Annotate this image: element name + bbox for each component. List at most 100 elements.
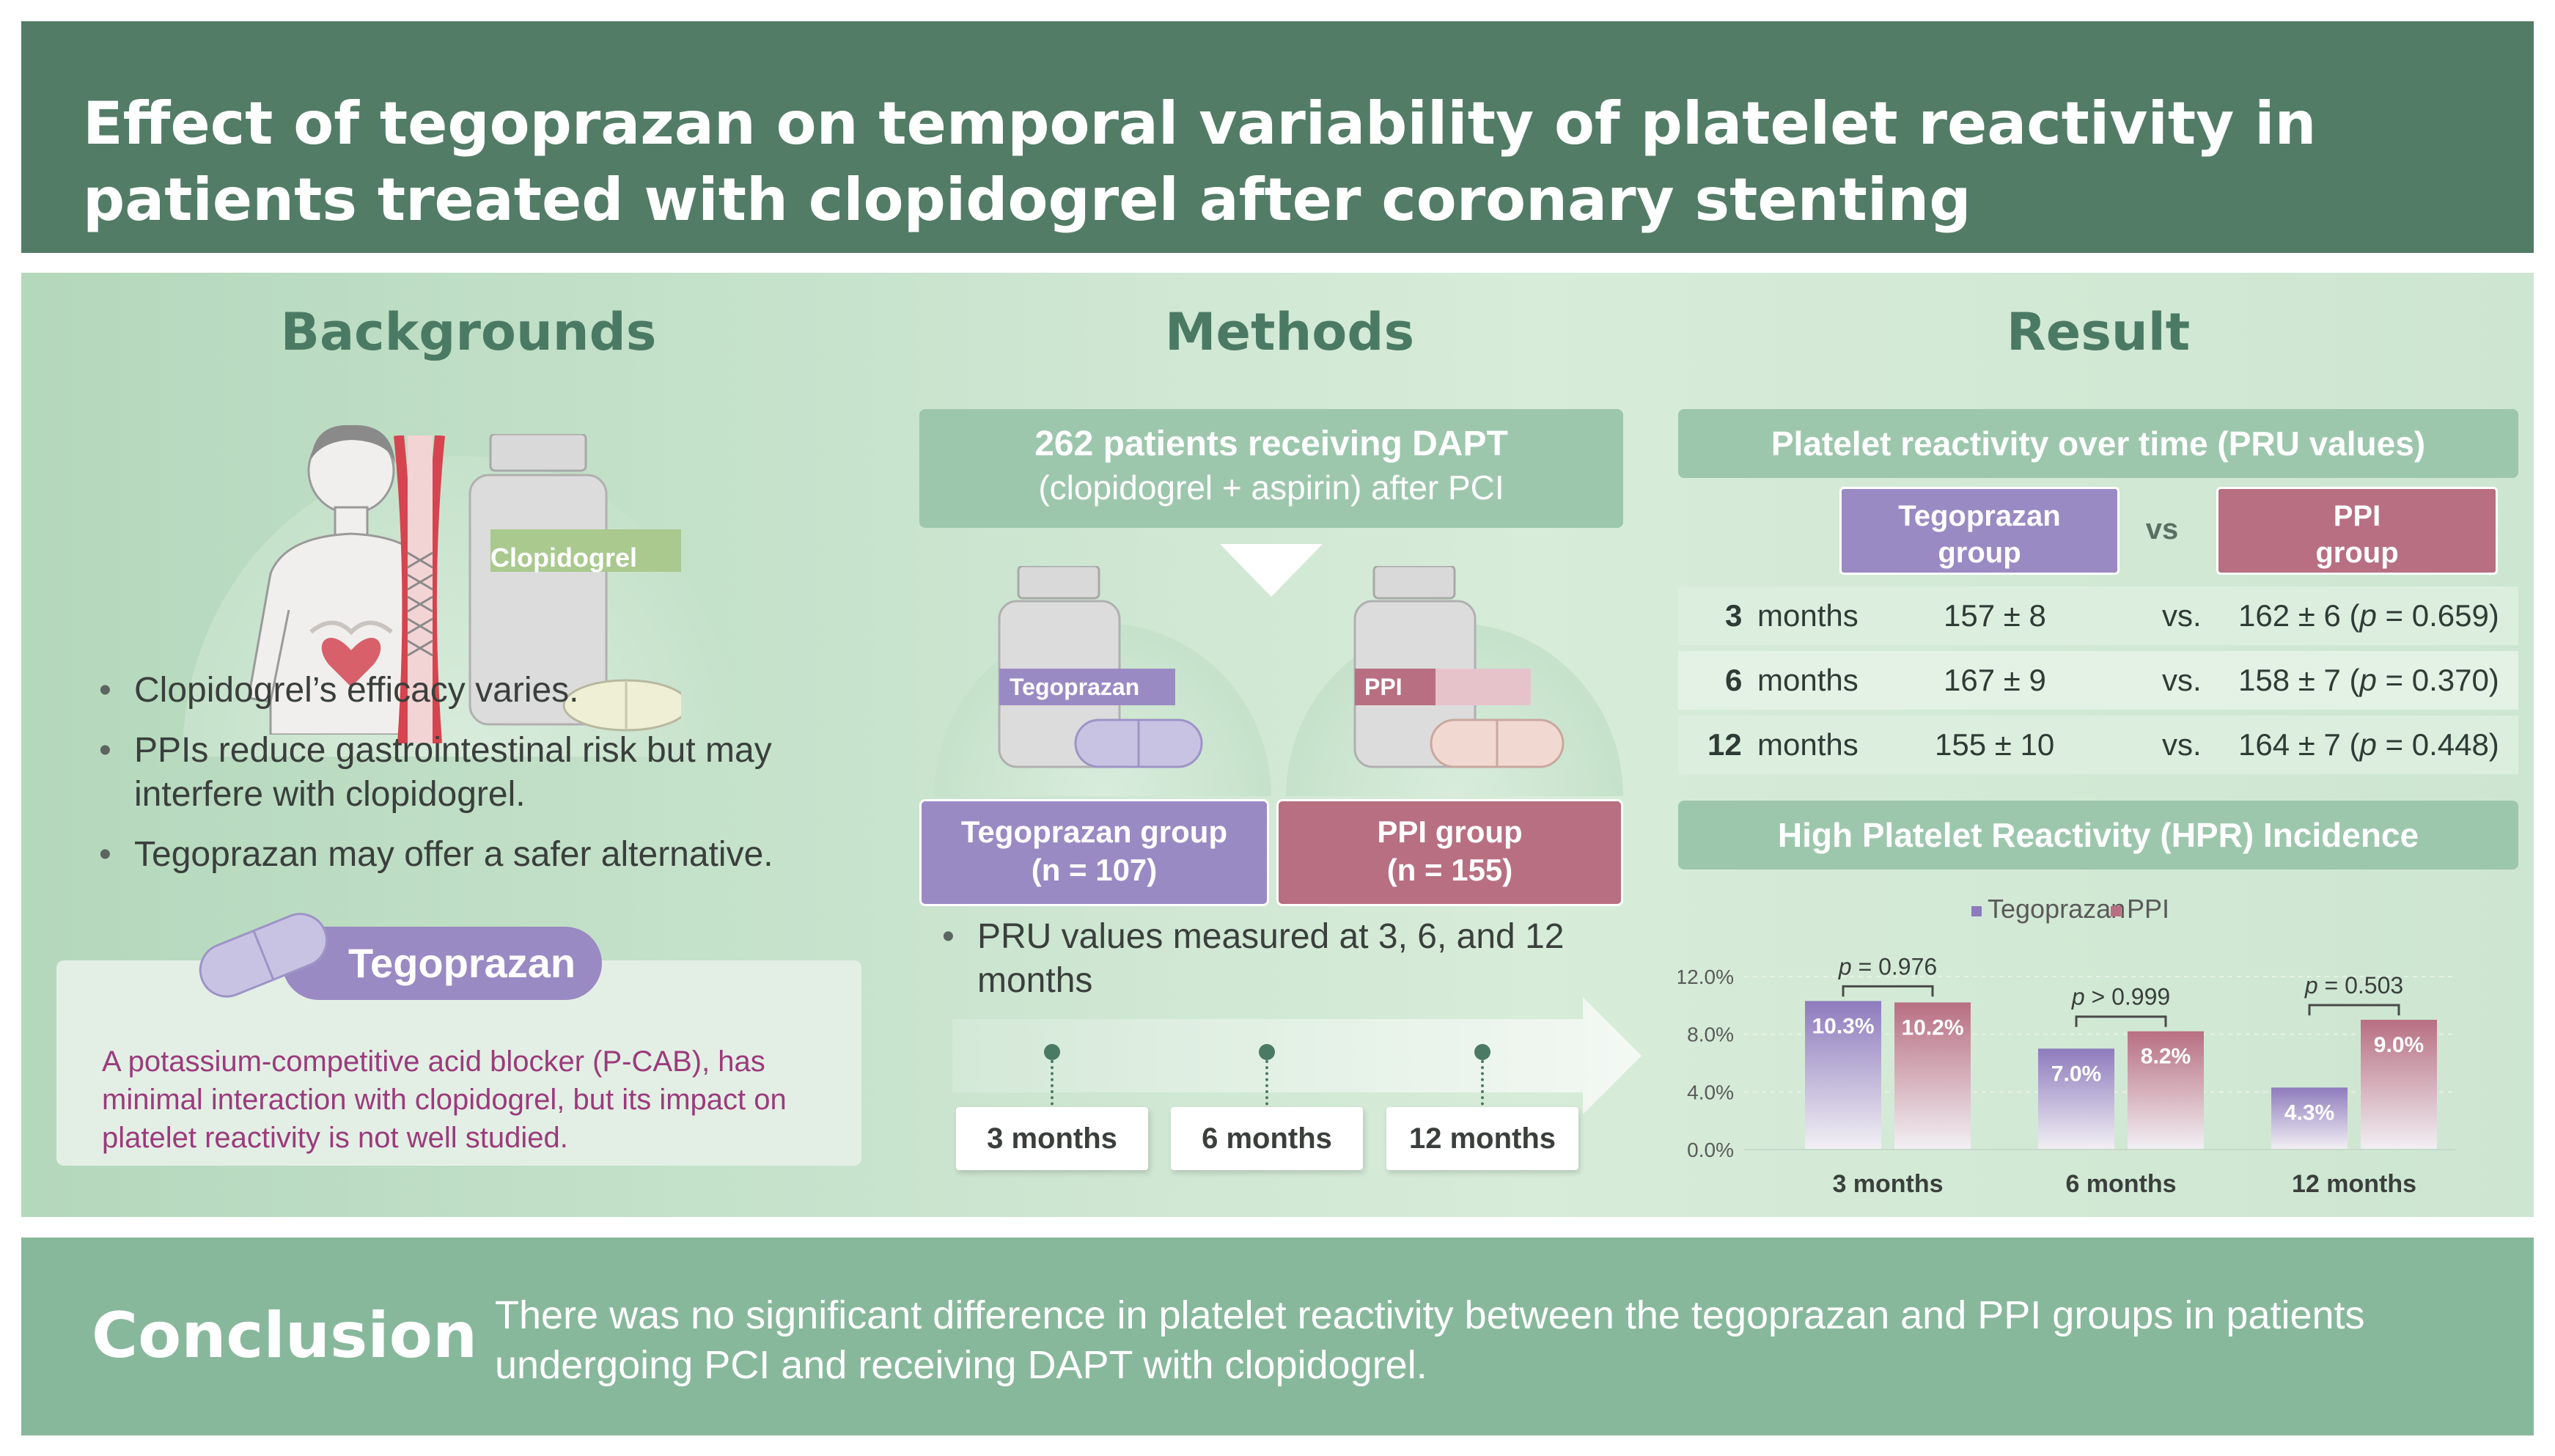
pru-row-ppi-text: 164 ± 7 ( — [2238, 727, 2360, 762]
pru-row-month-num: 3 — [1725, 598, 1743, 633]
tegoprazan-group-box: Tegoprazan group (n = 107) — [919, 799, 1269, 906]
pru-col-tegoprazan-line-2: group — [1938, 537, 2021, 569]
down-arrow-icon — [1220, 544, 1323, 597]
pru-row-vs: vs. — [2162, 663, 2202, 697]
tegoprazan-bottle-label: Tegoprazan — [1010, 674, 1140, 700]
ppi-group-count: (n = 155) — [1386, 853, 1513, 887]
pru-row-tegoprazan-value: 167 ± 9 — [1944, 663, 2046, 697]
legend-swatch — [2111, 906, 2121, 916]
x-category-label: 3 months — [1832, 1170, 1943, 1198]
pru-row-tegoprazan-value: 157 ± 8 — [1944, 598, 2046, 633]
timepoint-3-months: 3 months — [956, 1107, 1148, 1170]
hpr-title-box: High Platelet Reactivity (HPR) Incidence — [1678, 801, 2518, 869]
pru-row-ppi-text: 158 ± 7 ( — [2238, 663, 2360, 697]
hpr-bar — [2038, 1048, 2114, 1150]
p-value-bracket — [2075, 1015, 2167, 1027]
methods-bullets: PRU values measured at 3, 6, and 12 mont… — [938, 915, 1642, 1019]
p-value-bracket — [2308, 1004, 2400, 1015]
tegoprazan-group-count: (n = 107) — [1031, 853, 1158, 887]
pru-vs-label: vs — [2145, 513, 2179, 545]
timepoint-12-months: 12 months — [1386, 1107, 1578, 1170]
pru-row-ppi-value: 164 ± 7 (p = 0.448) — [2238, 716, 2499, 774]
pru-row-p-symbol: p — [2359, 598, 2377, 633]
ppi-bottle-icon — [1353, 566, 1565, 768]
pru-row-month-unit: months — [1757, 598, 1859, 633]
pru-col-ppi: PPI group — [2216, 487, 2498, 575]
clopidogrel-bottle-icon — [468, 434, 681, 732]
legend-label: Tegoprazan — [1988, 894, 2125, 924]
hpr-bar — [2361, 1020, 2437, 1150]
pru-row-ppi-value: 162 ± 6 (p = 0.659) — [2238, 587, 2499, 645]
pru-row-vs: vs. — [2162, 727, 2202, 762]
pru-row-p-value: = 0.448) — [2376, 727, 2499, 762]
timeline-dot — [1474, 1044, 1490, 1060]
patients-line-1: 262 patients receiving DAPT — [1034, 424, 1508, 463]
tegoprazan-label-pill: Tegoprazan — [282, 927, 602, 1000]
ppi-group-name: PPI group — [1377, 815, 1523, 849]
pru-col-tegoprazan-line-1: Tegoprazan — [1898, 500, 2061, 532]
pru-row-ppi-text: 162 ± 6 ( — [2238, 598, 2360, 633]
tegoprazan-tablet-icon — [199, 913, 328, 998]
timeline-dot — [1044, 1044, 1060, 1060]
timeline-connector — [1051, 1060, 1054, 1117]
timeline-dot — [1259, 1044, 1275, 1060]
ppi-group-box: PPI group (n = 155) — [1276, 799, 1623, 906]
hpr-bar — [1805, 1001, 1881, 1150]
hpr-bar-value-label: 8.2% — [2141, 1045, 2191, 1069]
pru-col-ppi-line-2: group — [2315, 537, 2399, 569]
p-value-label: p > 0.999 — [2071, 984, 2170, 1010]
backgrounds-heading: Backgrounds — [280, 302, 657, 362]
y-tick-label: 8.0% — [1687, 1023, 1734, 1046]
hpr-bar-value-label: 7.0% — [2051, 1062, 2101, 1086]
pru-row-ppi-value: 158 ± 7 (p = 0.370) — [2238, 651, 2499, 710]
header-banner: Effect of tegoprazan on temporal variabi… — [21, 21, 2534, 253]
y-tick-label: 12.0% — [1678, 966, 1734, 988]
p-value-label: p = 0.976 — [1838, 953, 1937, 979]
conclusion-text: There was no significant difference in p… — [495, 1293, 2365, 1387]
legend-label: PPI — [2127, 894, 2169, 924]
result-heading: Result — [2006, 302, 2191, 362]
hpr-bar — [2128, 1031, 2204, 1150]
pru-row-12-months: 12 months 155 ± 10 vs. 164 ± 7 (p = 0.44… — [1678, 716, 2518, 774]
hpr-bar — [1894, 1002, 1971, 1150]
methods-heading: Methods — [1164, 302, 1415, 362]
main-panel: Backgrounds Clopidogrel Clopidogrel’ — [21, 273, 2534, 1217]
patients-line-2: (clopidogrel + aspirin) after PCI — [1038, 468, 1504, 507]
hpr-bar-value-label: 10.3% — [1812, 1014, 1874, 1038]
pru-row-p-symbol: p — [2359, 727, 2377, 762]
x-category-label: 6 months — [2065, 1170, 2176, 1198]
pru-row-6-months: 6 months 167 ± 9 vs. 158 ± 7 (p = 0.370) — [1678, 651, 2518, 710]
pru-row-month-unit: months — [1757, 663, 1859, 697]
pru-row-tegoprazan-value: 155 ± 10 — [1935, 727, 2055, 762]
pru-row-month-num: 12 — [1707, 727, 1742, 762]
p-value-bracket — [1842, 985, 1934, 997]
tegoprazan-group-name: Tegoprazan group — [960, 815, 1228, 849]
pru-row-3-months: 3 months 157 ± 8 vs. 162 ± 6 (p = 0.659) — [1678, 587, 2518, 645]
backgrounds-bullet: Tegoprazan may offer a safer alternative… — [95, 833, 872, 877]
pru-row-month-unit: months — [1757, 727, 1859, 762]
conclusion-banner: Conclusion There was no significant diff… — [21, 1238, 2534, 1435]
hpr-bar-chart: Tegoprazan PPI 0.0% 4.0% 8.0% 12.0% 10.3% 10.2%… — [1678, 894, 2455, 1198]
tegoprazan-bottle-icon — [998, 566, 1203, 768]
timeline-connector — [1265, 1060, 1268, 1117]
backgrounds-bullet: PPIs reduce gastrointestinal risk but ma… — [95, 729, 872, 817]
clopidogrel-bottle-label: Clopidogrel — [490, 543, 637, 573]
pru-col-tegoprazan: Tegoprazan group — [1839, 487, 2120, 575]
conclusion-label: Conclusion — [92, 1299, 478, 1372]
pru-row-p-value: = 0.659) — [2376, 598, 2499, 633]
pru-row-month-num: 6 — [1725, 663, 1743, 697]
pru-row-p-value: = 0.370) — [2376, 663, 2499, 697]
pru-row-p-symbol: p — [2359, 663, 2377, 697]
page-title: Effect of tegoprazan on temporal variabi… — [83, 89, 2317, 234]
p-value-label: p = 0.503 — [2304, 972, 2403, 999]
patients-box: 262 patients receiving DAPT (clopidogrel… — [919, 409, 1623, 528]
tegoprazan-description: A potassium-competitive acid blocker (P-… — [102, 1045, 787, 1154]
hpr-bar-value-label: 9.0% — [2374, 1033, 2424, 1057]
timeline-connector — [1481, 1060, 1484, 1117]
pru-title-box: Platelet reactivity over time (PRU value… — [1678, 409, 2518, 478]
x-category-label: 12 months — [2292, 1170, 2416, 1198]
legend-swatch — [1971, 906, 1982, 916]
pru-col-ppi-line-1: PPI — [2333, 500, 2381, 532]
timepoint-6-months: 6 months — [1171, 1107, 1363, 1170]
backgrounds-bullet: Clopidogrel’s efficacy varies. — [95, 669, 872, 713]
